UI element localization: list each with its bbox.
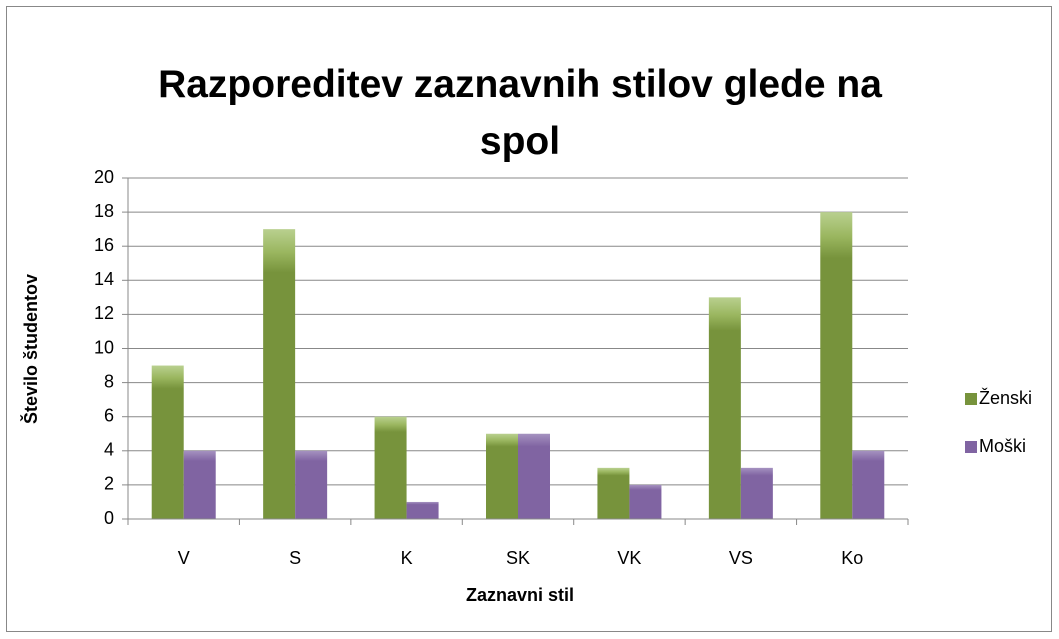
bar [597, 467, 630, 519]
bar [852, 450, 885, 519]
legend-swatch [965, 393, 977, 405]
bar [374, 416, 407, 519]
bar [518, 433, 550, 519]
y-tick-label: 14 [94, 269, 114, 289]
y-tick-label: 0 [104, 508, 114, 528]
bar [183, 450, 216, 519]
bar [820, 212, 853, 519]
y-tick-label: 8 [104, 371, 114, 391]
chart-title: Razporeditev zaznavnih stilov glede na s… [158, 63, 882, 163]
y-tick-label: 18 [94, 201, 114, 221]
y-axis-label: Število študentov [20, 274, 41, 424]
x-tick-label: V [178, 548, 190, 568]
bar [151, 365, 184, 519]
bar [740, 467, 773, 519]
y-tick-label: 16 [94, 235, 114, 255]
y-tick-label: 2 [104, 474, 114, 494]
legend-label: Moški [979, 436, 1026, 456]
x-tick-label: S [289, 548, 301, 568]
y-tick-label: 6 [104, 405, 114, 425]
y-tick-label: 10 [94, 337, 114, 357]
chart-border [6, 6, 1052, 632]
x-tick-label: SK [506, 548, 530, 568]
bar [263, 229, 296, 519]
legend-label: Ženski [979, 388, 1032, 408]
x-axis-label: Zaznavni stil [466, 585, 574, 605]
bar [295, 450, 328, 519]
y-tick-label: 12 [94, 303, 114, 323]
x-tick-label: K [401, 548, 413, 568]
bar [486, 433, 518, 519]
x-tick-label: VS [729, 548, 753, 568]
legend-swatch [965, 441, 977, 453]
bar [708, 297, 741, 519]
bar [629, 484, 662, 519]
bar [406, 501, 439, 519]
y-tick-label: 20 [94, 167, 114, 187]
x-tick-label: Ko [841, 548, 863, 568]
y-tick-label: 4 [104, 440, 114, 460]
x-tick-label: VK [617, 548, 641, 568]
